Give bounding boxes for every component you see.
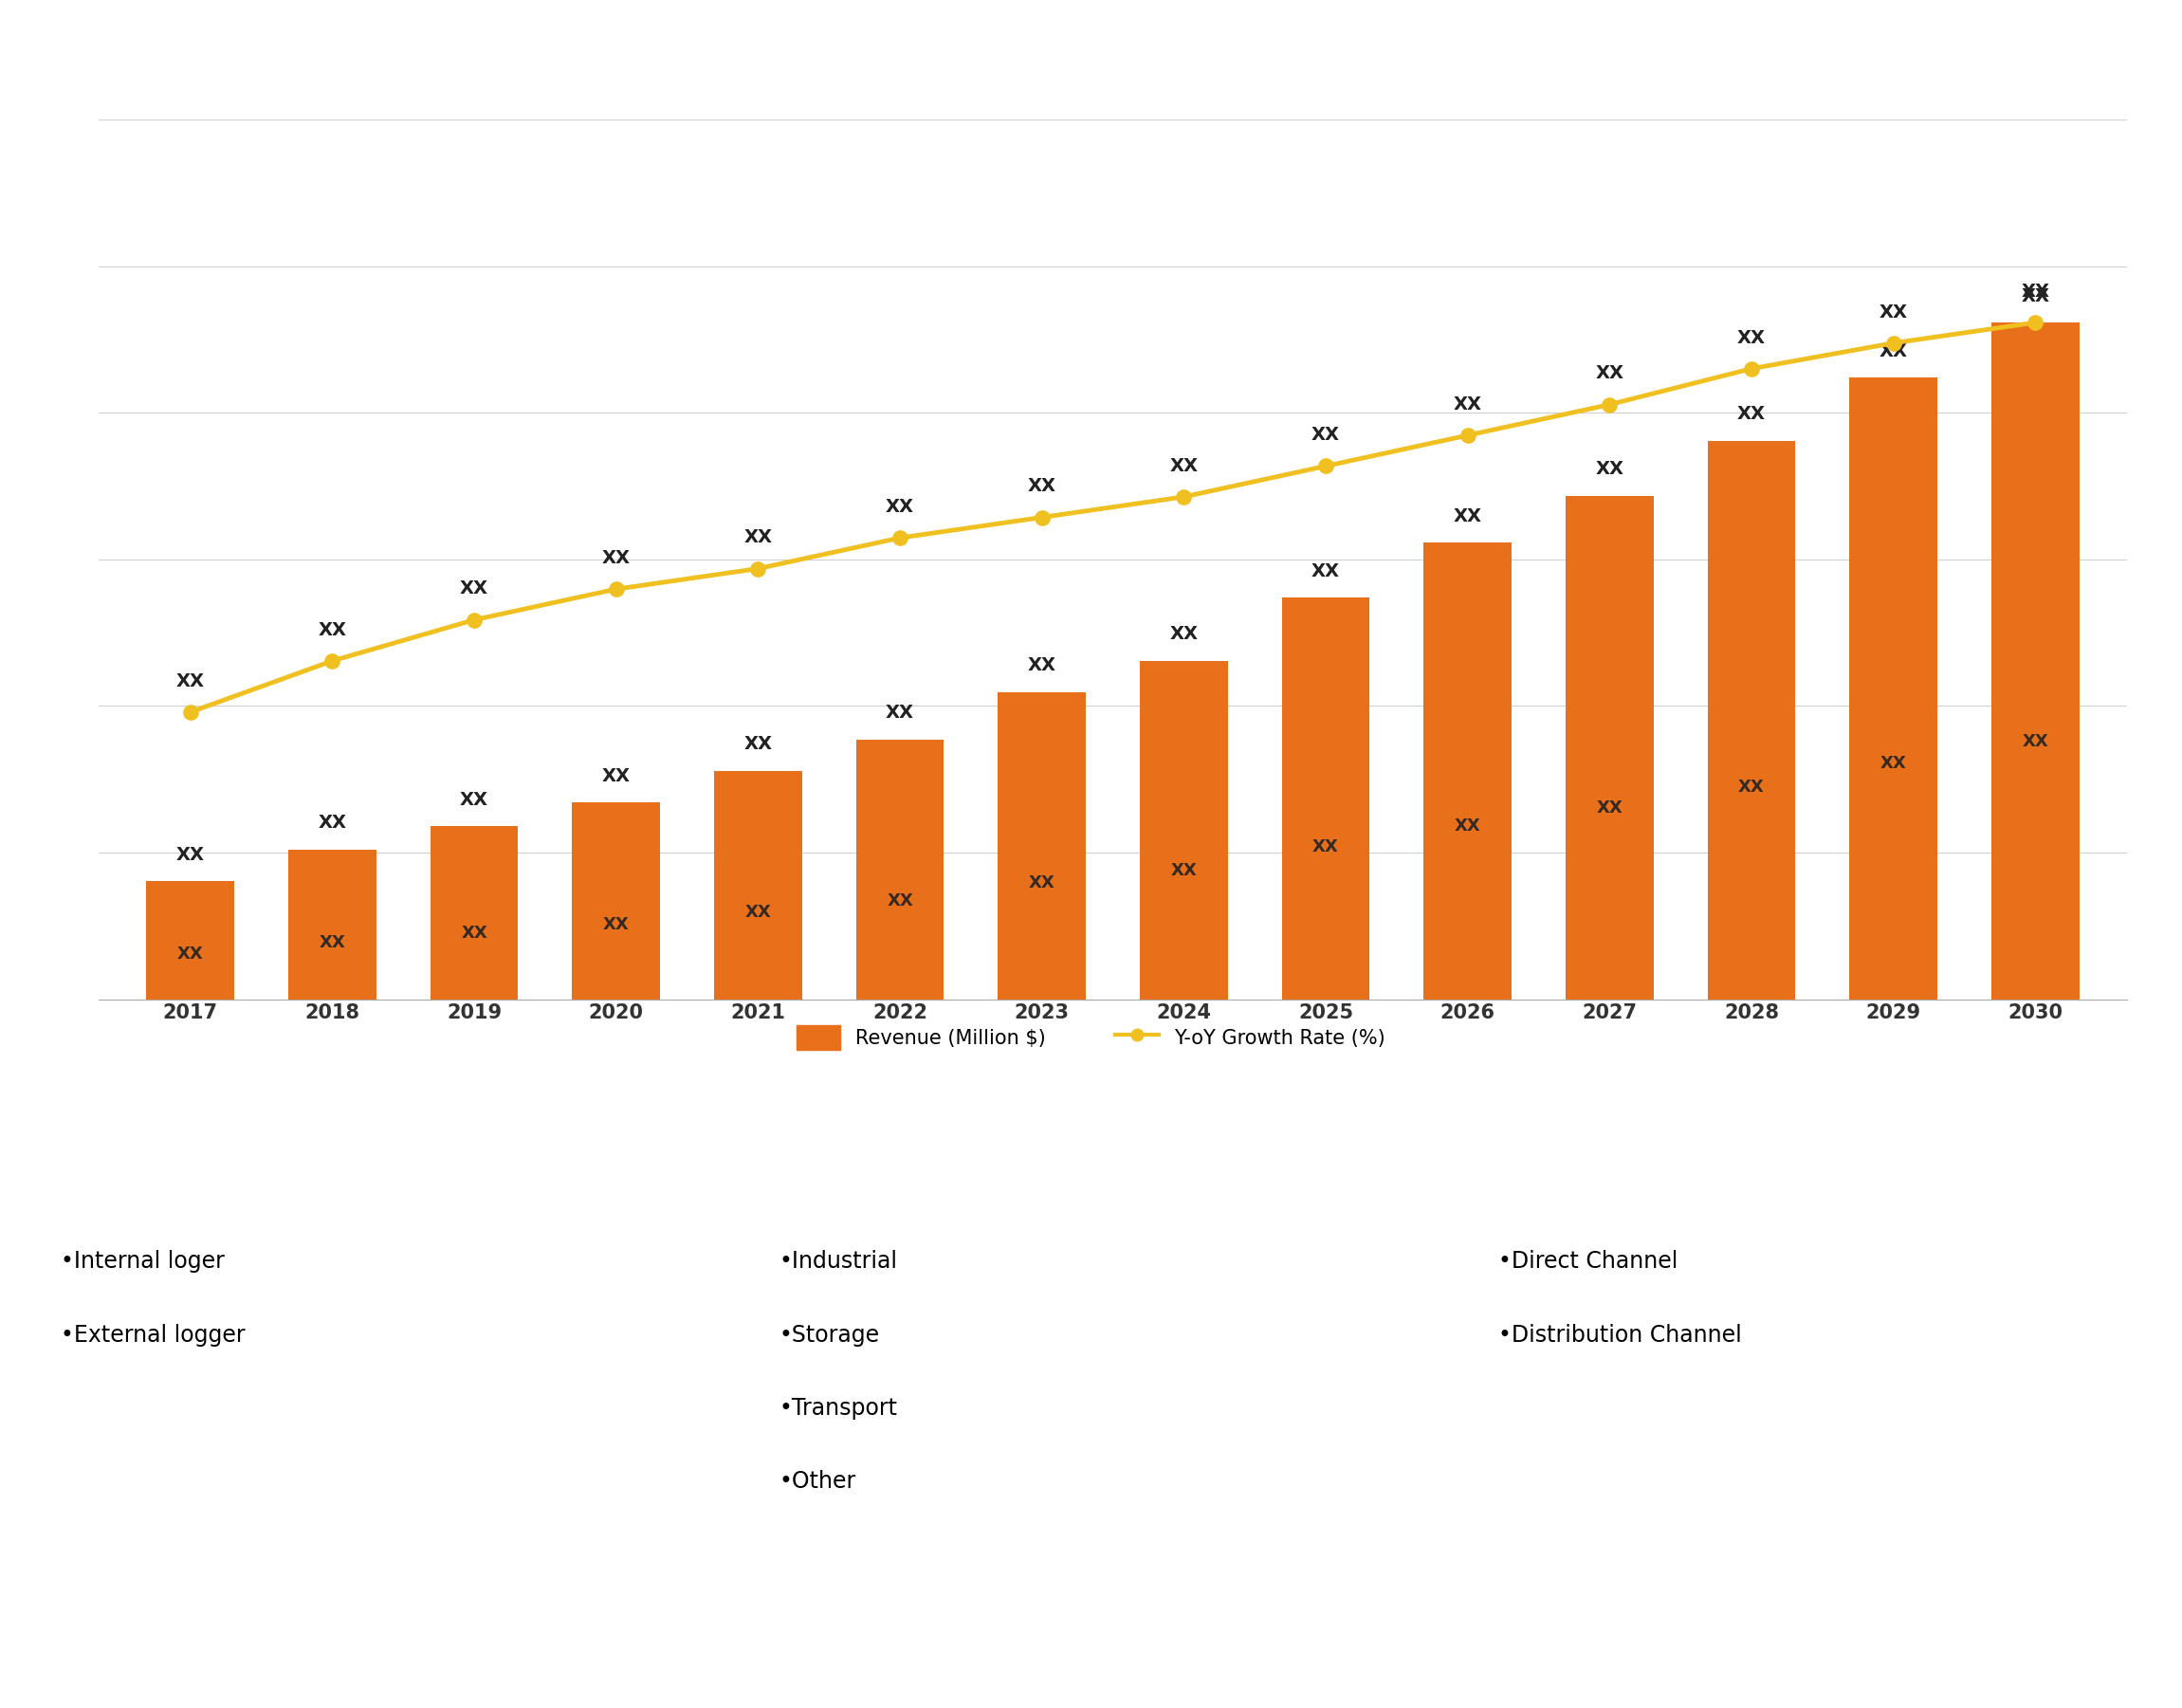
Text: XX: XX (1597, 799, 1623, 816)
Text: XX: XX (1879, 302, 1907, 321)
Text: •External logger: •External logger (61, 1324, 244, 1346)
Text: XX: XX (177, 845, 205, 864)
Text: XX: XX (460, 924, 487, 941)
Text: Website: www.theindustrystats.com: Website: www.theindustrystats.com (1495, 1655, 1874, 1672)
Text: XX: XX (1455, 816, 1482, 834)
Text: XX: XX (886, 892, 912, 909)
Text: XX: XX (2023, 733, 2049, 750)
Text: XX: XX (1737, 405, 1765, 424)
Text: Sales Channels: Sales Channels (1709, 1132, 1911, 1155)
Bar (997, 692, 1087, 999)
Text: Source: Theindustrystats Analysis: Source: Theindustrystats Analysis (33, 1655, 388, 1672)
Text: XX: XX (1311, 425, 1340, 444)
Bar (714, 770, 803, 999)
Text: •Storage: •Storage (779, 1324, 879, 1346)
Text: •Industrial: •Industrial (779, 1250, 899, 1272)
Text: Product Types: Product Types (277, 1132, 467, 1155)
Text: XX: XX (1595, 364, 1623, 383)
Bar (572, 803, 661, 999)
Text: XX: XX (602, 915, 628, 933)
Text: XX: XX (1170, 625, 1198, 644)
Bar (1706, 441, 1796, 999)
Legend: Revenue (Million $), Y-oY Growth Rate (%): Revenue (Million $), Y-oY Growth Rate (%… (788, 1018, 1394, 1057)
Text: Application: Application (1015, 1132, 1167, 1155)
Bar (1850, 377, 1938, 999)
Text: XX: XX (602, 548, 631, 567)
Text: XX: XX (1879, 342, 1907, 360)
Text: XX: XX (1028, 477, 1056, 495)
Text: XX: XX (2021, 282, 2049, 301)
Text: XX: XX (319, 934, 345, 951)
Text: XX: XX (460, 791, 489, 808)
Text: XX: XX (1311, 562, 1340, 581)
Bar (1992, 323, 2079, 999)
Text: XX: XX (2021, 287, 2049, 306)
Text: XX: XX (1595, 459, 1623, 478)
Text: XX: XX (177, 673, 205, 690)
Text: XX: XX (1739, 779, 1765, 796)
Text: XX: XX (886, 704, 914, 722)
Text: XX: XX (744, 736, 772, 753)
Text: XX: XX (886, 497, 914, 516)
Text: XX: XX (1453, 507, 1482, 526)
Text: XX: XX (319, 815, 347, 832)
Text: XX: XX (1737, 328, 1765, 347)
Bar (1281, 598, 1370, 999)
Text: XX: XX (1028, 874, 1056, 892)
Text: XX: XX (744, 528, 772, 547)
Text: XX: XX (1028, 656, 1056, 675)
Text: XX: XX (177, 946, 203, 963)
Text: Email: sales@theindustrystats.com: Email: sales@theindustrystats.com (818, 1655, 1185, 1672)
Text: XX: XX (1453, 395, 1482, 413)
Text: XX: XX (1314, 839, 1340, 856)
Text: •Transport: •Transport (779, 1397, 899, 1419)
Bar (1564, 495, 1654, 999)
Text: •Direct Channel: •Direct Channel (1499, 1250, 1678, 1272)
Text: XX: XX (1170, 863, 1198, 880)
Bar (855, 740, 945, 999)
Text: XX: XX (1881, 755, 1907, 772)
Bar (1423, 543, 1512, 999)
Text: XX: XX (744, 904, 770, 921)
Text: XX: XX (602, 767, 631, 786)
Text: •Internal loger: •Internal loger (61, 1250, 225, 1272)
Text: XX: XX (1170, 456, 1198, 475)
Text: XX: XX (460, 579, 489, 598)
Bar (288, 849, 375, 999)
Bar (146, 881, 233, 999)
Text: Fig. Global Temperature and Humidity Logger Market Status and Outlook: Fig. Global Temperature and Humidity Log… (22, 50, 1274, 79)
Text: •Distribution Channel: •Distribution Channel (1499, 1324, 1741, 1346)
Bar (1139, 661, 1228, 999)
Bar (430, 827, 519, 999)
Text: •Other: •Other (779, 1471, 858, 1493)
Text: XX: XX (319, 620, 347, 639)
